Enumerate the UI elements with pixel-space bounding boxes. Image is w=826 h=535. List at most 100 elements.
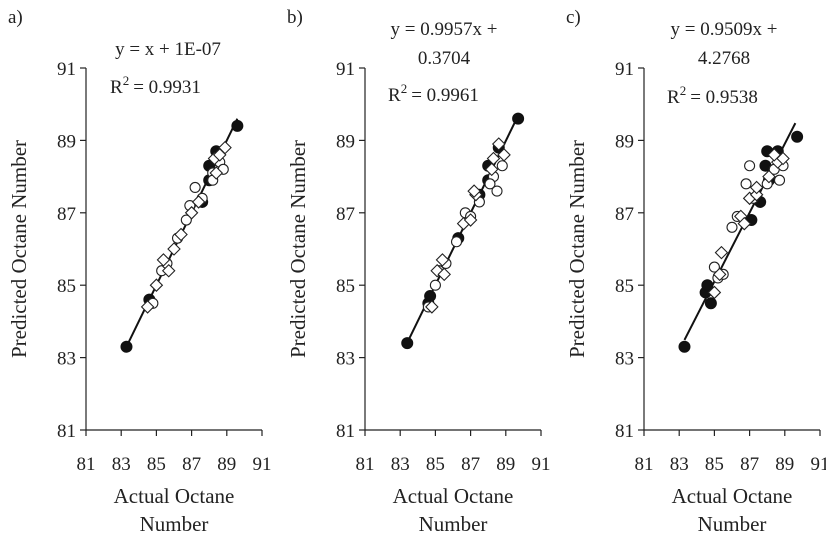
x-axis-label-line1: Actual Octane <box>672 484 793 508</box>
data-point-open-circle <box>450 236 463 248</box>
data-point-open-diamond <box>749 180 764 195</box>
y-tick-label: 83 <box>336 349 355 370</box>
x-tick-label: 83 <box>670 454 689 475</box>
y-tick-label: 83 <box>615 349 634 370</box>
regression-equation-line1: y = 0.9509x + <box>671 19 778 40</box>
regression-equation-line2: 4.2768 <box>698 48 750 69</box>
data-point-filled-circle <box>512 112 525 125</box>
data-point-open-diamond <box>497 148 511 162</box>
y-axis-label: Predicted Octane Number <box>565 140 589 358</box>
data-point-open-diamond <box>767 148 782 162</box>
data-point-open-circle <box>429 279 441 291</box>
r-squared-value: = 0.9961 <box>411 85 479 106</box>
y-tick-label: 91 <box>336 59 355 80</box>
x-tick-label: 91 <box>811 454 826 475</box>
x-tick-label: 83 <box>391 454 410 475</box>
data-point-open-diamond <box>463 213 478 227</box>
data-point-open-circle <box>180 214 192 226</box>
data-point-open-circle <box>726 221 738 233</box>
data-point-open-diamond <box>712 267 727 282</box>
x-tick-label: 85 <box>426 454 445 475</box>
data-point-open-circle <box>496 160 508 172</box>
data-point-open-circle <box>189 181 201 194</box>
data-point-open-diamond <box>486 151 501 166</box>
data-point-open-diamond <box>467 184 481 198</box>
data-point-open-circle <box>708 261 720 273</box>
x-tick-label: 85 <box>705 454 724 475</box>
r-squared-label: R2 = 0.9961 <box>388 81 479 106</box>
x-axis-label-line2: Number <box>140 512 209 535</box>
x-tick-label: 83 <box>112 454 131 475</box>
y-tick-label: 85 <box>336 276 355 297</box>
data-point-filled-circle <box>701 279 714 292</box>
x-tick-label: 87 <box>182 454 201 475</box>
data-point-filled-circle <box>678 340 691 353</box>
data-point-open-diamond <box>737 216 752 231</box>
data-point-open-diamond <box>435 253 450 267</box>
y-tick-label: 89 <box>57 131 76 152</box>
x-tick-label: 81 <box>356 454 375 475</box>
x-axis-label-line2: Number <box>419 512 488 535</box>
data-point-filled-circle <box>231 119 244 132</box>
data-point-open-circle <box>773 174 786 186</box>
data-point-filled-circle <box>424 290 437 303</box>
data-point-open-circle <box>740 178 752 190</box>
data-point-filled-circle <box>791 130 804 143</box>
regression-equation-line1: y = 0.9957x + <box>391 19 498 40</box>
x-tick-label: 87 <box>740 454 759 475</box>
panel-a: a) 81 83 85 87 89 91 81 83 85 87 89 91 Predicted Octa… <box>7 7 272 535</box>
y-axis-label: Predicted Octane Number <box>7 140 31 358</box>
data-point-open-diamond <box>749 187 764 202</box>
panel-label: c) <box>566 7 581 28</box>
y-tick-label: 81 <box>615 421 634 442</box>
y-tick-label: 87 <box>615 204 634 225</box>
x-tick-label: 89 <box>496 454 515 475</box>
y-tick-label: 81 <box>57 421 76 442</box>
data-point-open-diamond <box>491 137 506 151</box>
data-point-open-circle <box>744 160 756 172</box>
data-point-open-diamond <box>156 253 171 267</box>
x-tick-label: 89 <box>775 454 794 475</box>
y-tick-label: 81 <box>336 421 355 442</box>
y-tick-label: 89 <box>615 131 634 152</box>
data-point-open-diamond <box>149 278 164 292</box>
r-squared-label: R2 = 0.9538 <box>667 83 758 108</box>
y-tick-label: 91 <box>57 59 76 80</box>
y-tick-label: 85 <box>57 276 76 297</box>
data-point-open-diamond <box>140 300 155 314</box>
data-point-open-diamond <box>191 195 206 209</box>
x-tick-label: 91 <box>253 454 272 475</box>
data-point-open-diamond <box>218 140 232 155</box>
x-tick-label: 91 <box>532 454 551 475</box>
x-tick-label: 81 <box>77 454 96 475</box>
panel-c: c) 81 83 85 87 89 91 81 83 85 87 89 91 Predicted Octa… <box>565 7 826 535</box>
data-point-open-diamond <box>161 263 176 278</box>
panel-label: a) <box>8 7 23 28</box>
data-point-open-diamond <box>184 206 199 220</box>
r-squared-label: R2 = 0.9931 <box>110 73 201 98</box>
regression-equation-line1: y = x + 1E-07 <box>115 39 221 60</box>
data-point-open-diamond <box>174 227 188 242</box>
data-point-open-diamond <box>425 300 439 314</box>
x-tick-label: 87 <box>461 454 480 475</box>
y-tick-label: 83 <box>57 349 76 370</box>
data-point-open-diamond <box>209 166 224 180</box>
data-point-filled-circle <box>401 337 414 350</box>
data-point-open-diamond <box>484 162 499 177</box>
data-point-open-diamond <box>167 242 181 256</box>
data-point-open-circle <box>491 185 503 197</box>
panel-b: b) 81 83 85 87 89 91 81 83 85 87 89 91 Predicted Octa… <box>286 7 551 535</box>
x-tick-label: 89 <box>217 454 236 475</box>
data-point-filled-circle <box>704 297 717 310</box>
data-point-open-circle <box>484 178 496 190</box>
y-tick-label: 87 <box>57 204 76 225</box>
y-tick-label: 85 <box>615 276 634 297</box>
y-tick-label: 87 <box>336 204 355 225</box>
x-axis-label-line2: Number <box>698 512 767 535</box>
data-point-open-diamond <box>707 285 722 300</box>
r-squared-value: = 0.9931 <box>133 77 201 98</box>
y-tick-label: 91 <box>615 59 634 80</box>
panel-label: b) <box>287 7 303 28</box>
data-point-open-diamond <box>437 267 451 282</box>
